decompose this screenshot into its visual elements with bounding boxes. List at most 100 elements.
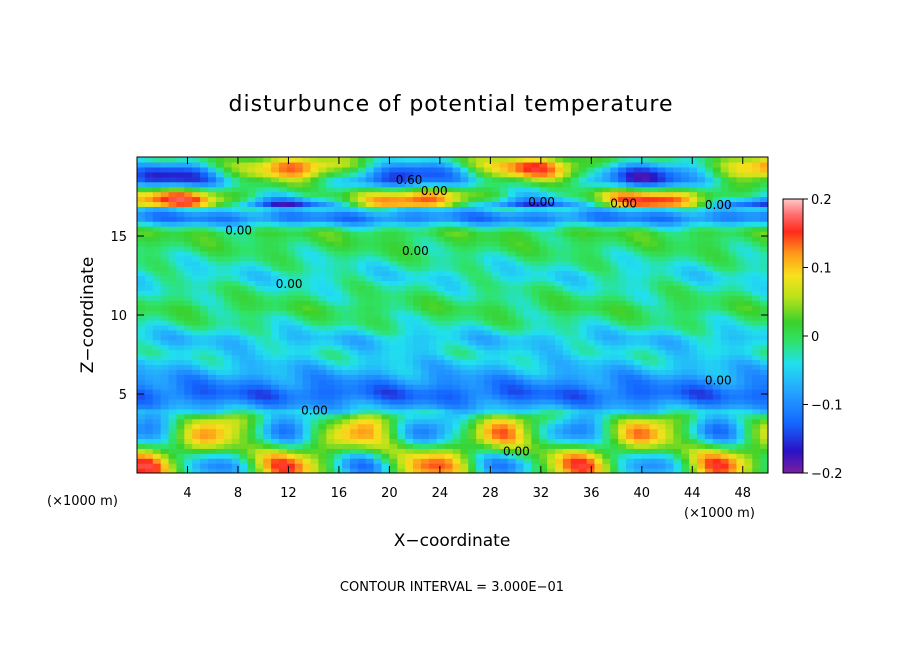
field-cell (649, 196, 659, 203)
field-cell (515, 453, 525, 459)
field-cell (389, 453, 398, 459)
field-cell (239, 384, 249, 390)
field-cell (712, 433, 722, 440)
field-cell (649, 221, 659, 227)
field-cell (760, 443, 768, 449)
field-cell (271, 389, 280, 395)
field-cell (342, 324, 351, 331)
field-cell (192, 186, 201, 193)
field-cell (389, 364, 398, 370)
field-cell (641, 408, 651, 415)
field-cell (192, 448, 201, 454)
field-cell (491, 265, 501, 272)
field-cell (728, 245, 738, 252)
field-cell (626, 398, 635, 405)
field-cell (704, 418, 714, 425)
field-cell (594, 216, 603, 222)
field-cell (476, 324, 485, 331)
field-cell (444, 334, 454, 341)
field-cell (184, 438, 193, 444)
field-cell (278, 394, 288, 400)
field-cell (531, 255, 540, 262)
field-cell (610, 384, 619, 390)
field-cell (665, 384, 674, 390)
field-cell (452, 186, 461, 193)
field-cell (665, 344, 674, 351)
field-cell (223, 403, 233, 410)
field-cell (460, 221, 469, 227)
field-cell (452, 384, 461, 390)
field-cell (641, 211, 651, 217)
field-cell (657, 443, 667, 449)
field-cell (547, 398, 556, 405)
field-cell (397, 295, 406, 301)
field-cell (278, 211, 288, 217)
field-cell (444, 290, 454, 296)
field-cell (641, 221, 651, 227)
field-cell (531, 305, 540, 311)
field-cell (184, 389, 193, 395)
field-cell (728, 295, 738, 301)
field-cell (207, 216, 217, 222)
field-cell (570, 305, 580, 311)
field-cell (334, 324, 343, 331)
field-cell (744, 418, 753, 425)
field-cell (712, 463, 722, 469)
field-cell (286, 186, 296, 193)
field-cell (381, 300, 390, 306)
field-cell (712, 201, 722, 207)
field-cell (515, 280, 525, 286)
field-cell (610, 310, 619, 316)
field-cell (594, 413, 603, 420)
field-cell (207, 384, 217, 390)
field-cell (176, 403, 185, 410)
field-cell (744, 374, 753, 380)
field-cell (452, 413, 461, 420)
field-cell (310, 458, 320, 464)
field-cell (752, 295, 761, 301)
field-cell (523, 354, 532, 361)
field-cell (184, 398, 193, 405)
field-cell (137, 433, 146, 440)
field-cell (547, 191, 556, 198)
field-cell (760, 285, 768, 291)
field-cell (200, 240, 209, 247)
field-cell (192, 315, 201, 321)
field-cell (689, 458, 698, 464)
field-cell (531, 354, 540, 361)
field-cell (207, 453, 217, 459)
field-cell (697, 324, 706, 331)
field-cell (223, 270, 233, 277)
field-cell (736, 448, 745, 454)
field-cell (294, 221, 304, 227)
field-cell (697, 329, 706, 336)
field-cell (184, 315, 193, 321)
field-cell (271, 176, 280, 183)
field-cell (673, 433, 682, 440)
field-cell (610, 255, 619, 262)
field-cell (728, 448, 738, 454)
field-cell (152, 186, 162, 193)
field-cell (357, 285, 367, 291)
field-cell (689, 226, 698, 232)
field-cell (176, 201, 185, 207)
field-cell (294, 389, 304, 395)
field-cell (468, 418, 477, 425)
field-cell (381, 171, 390, 178)
field-cell (618, 433, 627, 440)
field-cell (349, 166, 359, 173)
field-cell (649, 305, 659, 311)
field-cell (618, 305, 627, 311)
field-cell (728, 329, 738, 336)
field-cell (278, 171, 288, 178)
field-cell (665, 334, 674, 341)
field-cell (160, 236, 170, 242)
field-cell (626, 364, 635, 370)
field-cell (247, 305, 256, 311)
field-cell (444, 240, 454, 247)
field-cell (570, 255, 580, 262)
field-cell (689, 359, 698, 365)
field-cell (326, 201, 335, 207)
field-cell (633, 458, 643, 464)
field-cell (491, 428, 501, 435)
